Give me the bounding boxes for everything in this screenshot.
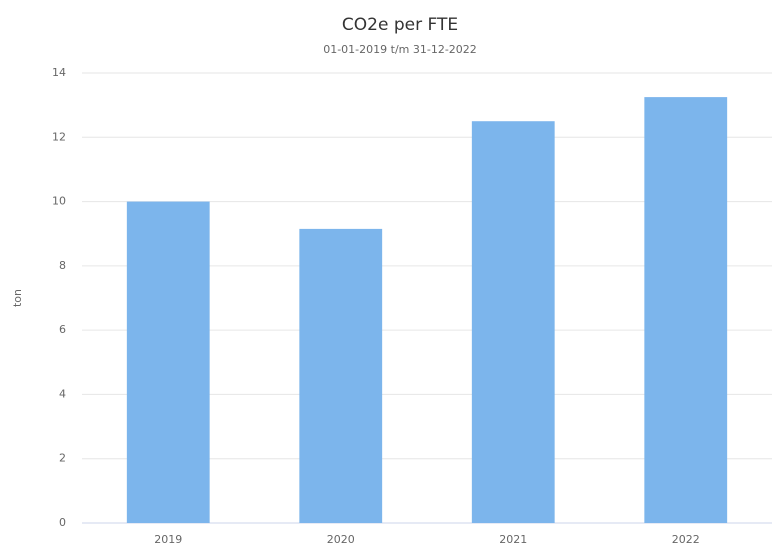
bar [644,97,728,523]
chart-subtitle: 01-01-2019 t/m 31-12-2022 [323,43,477,56]
x-tick-label: 2019 [154,533,182,545]
chart-title: CO2e per FTE [342,15,458,35]
y-tick-label: 8 [59,259,66,272]
y-tick-label: 4 [59,387,66,400]
bar [471,121,555,523]
x-tick-label: 2021 [499,533,527,545]
y-axis-label: ton [11,289,24,307]
y-tick-label: 14 [52,66,66,79]
y-tick-label: 2 [59,452,66,465]
y-tick-label: 10 [52,195,66,208]
x-tick-label: 2022 [672,533,700,545]
y-tick-label: 12 [52,130,66,143]
x-tick-label: 2020 [327,533,355,545]
y-tick-label: 6 [59,323,66,336]
y-tick-label: 0 [59,516,66,529]
bar [126,201,210,524]
bar [299,228,383,523]
